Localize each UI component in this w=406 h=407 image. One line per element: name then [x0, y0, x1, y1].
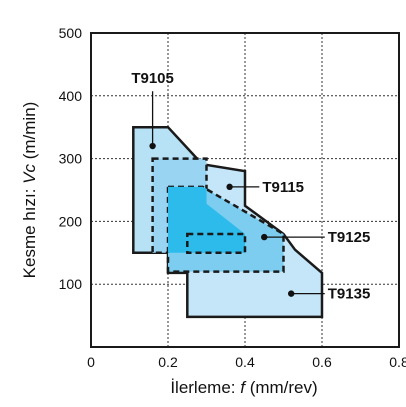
anchor-dot-t9125 [261, 233, 268, 241]
anchor-dot-t9105 [149, 142, 156, 150]
anchor-dot-t9135 [288, 290, 295, 297]
y-tick-label: 400 [59, 88, 83, 104]
anchor-dot-t9115 [226, 183, 233, 191]
plot-frame [90, 32, 400, 348]
y-tick-label: 200 [59, 213, 83, 229]
x-tick-label: 0 [87, 354, 95, 370]
y-axis-title: Kesme hızı: Vc (m/min) [20, 102, 39, 279]
x-tick-label: 0.2 [158, 354, 178, 370]
x-tick-label: 0.4 [235, 354, 255, 370]
x-tick-label: 0.8 [389, 354, 406, 370]
y-tick-label: 300 [59, 151, 83, 167]
label-t9135: T9135 [328, 286, 371, 303]
label-t9115: T9115 [262, 179, 304, 196]
y-tick-label: 100 [59, 276, 83, 292]
y-tick-label: 500 [59, 25, 83, 41]
x-tick-label: 0.6 [312, 354, 332, 370]
label-t9125: T9125 [328, 229, 371, 246]
region-overlap [186, 232, 247, 255]
grade-labels: T9135 T9105 T9115 T9125 [131, 70, 370, 302]
x-axis-title: İlerleme: f (mm/rev) [170, 378, 317, 397]
grade-regions [132, 125, 324, 319]
label-t9105: T9105 [131, 70, 174, 87]
tick-labels: 0 0.2 0.4 0.6 0.8 100 200 300 400 500 [59, 25, 406, 370]
